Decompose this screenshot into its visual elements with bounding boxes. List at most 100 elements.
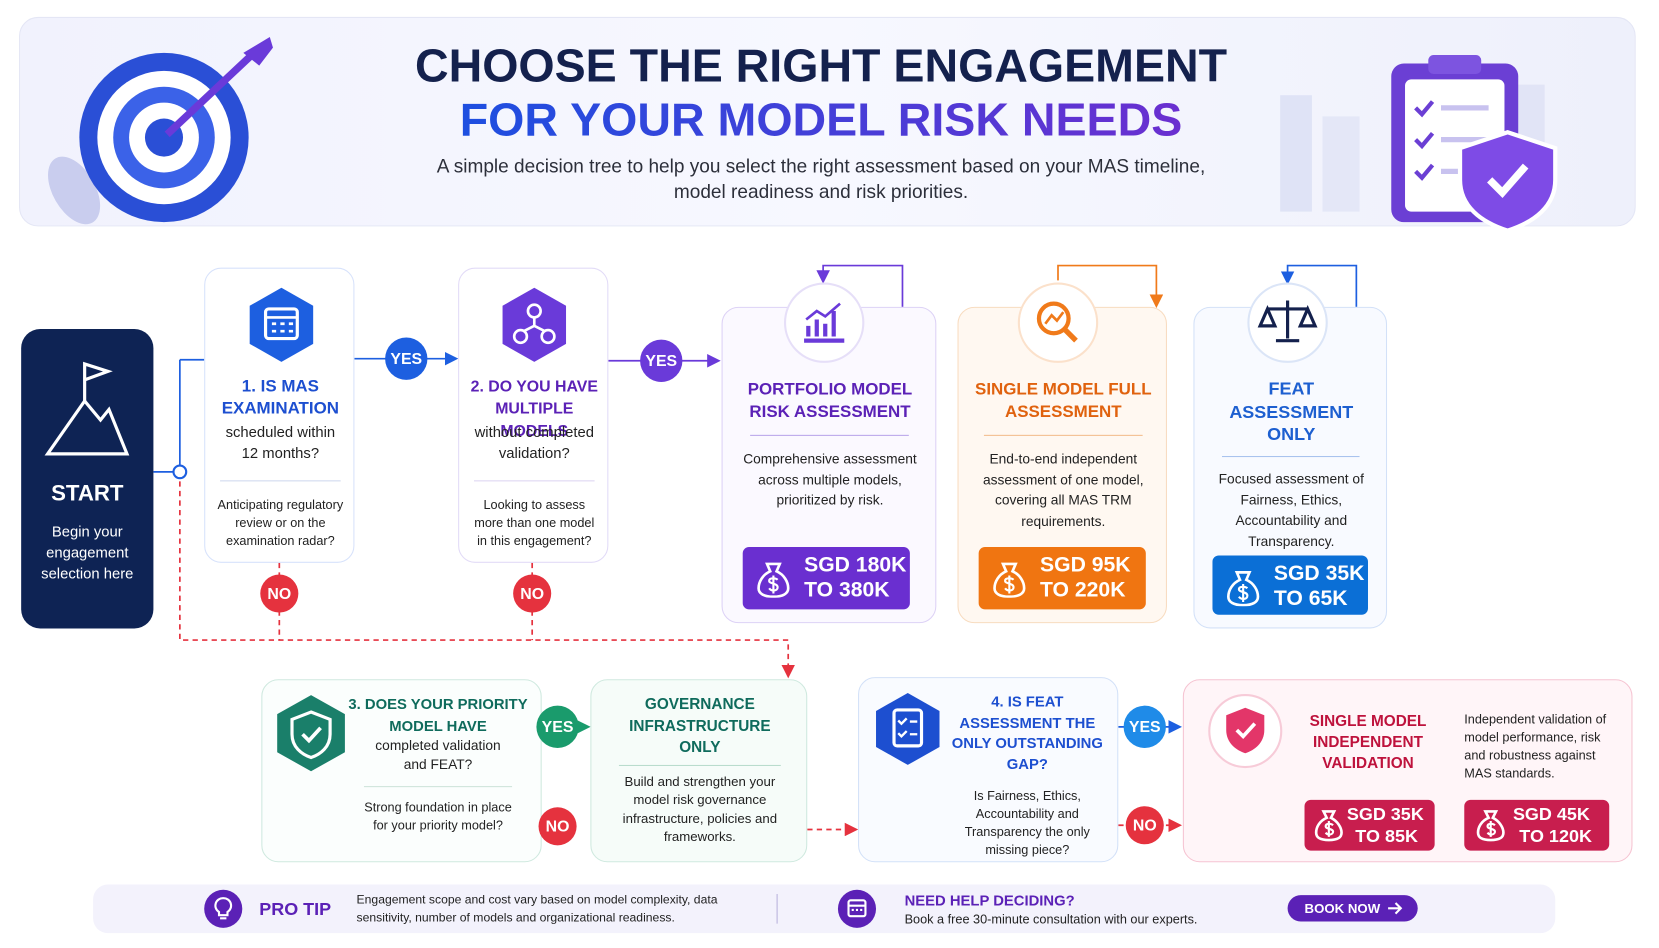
- price-to: TO 85K: [1355, 826, 1418, 847]
- price-badge: SGD 180K TO 380K: [742, 546, 910, 610]
- outcome-description: Build and strengthen your model risk gov…: [622, 774, 778, 845]
- question-detail: completed validation and FEAT?: [375, 737, 501, 773]
- price-to: TO 120K: [1519, 826, 1592, 847]
- outcome-description: Independent validation of model performa…: [1464, 712, 1607, 781]
- outcome-description: Comprehensive assessment across multiple…: [743, 450, 917, 508]
- chart-icon: [783, 282, 865, 363]
- search-icon: [1017, 282, 1099, 363]
- check: [1235, 722, 1257, 740]
- bag: [1314, 810, 1343, 842]
- no-line: [278, 562, 534, 641]
- price-badge: SGD 35K TO 85K: [1304, 799, 1435, 851]
- question-card: 2. DO YOU HAVE MULTIPLE MODELS without c…: [458, 267, 609, 563]
- yes-badge: YES: [640, 339, 683, 382]
- checks: [1414, 100, 1435, 181]
- dollar: [1237, 584, 1249, 603]
- price-from: SGD 180K: [804, 553, 907, 577]
- outcome-title: GOVERNANCE INFRASTRUCTURE ONLY: [629, 696, 771, 757]
- title-gradient: FOR YOUR MODEL RISK NEEDS: [459, 94, 1183, 147]
- start-label: START: [51, 481, 124, 506]
- arrow-shaft: [164, 50, 257, 138]
- arrow-icon: [1388, 902, 1403, 915]
- question-card: 4. IS FEAT ASSESSMENT THE ONLY OUTSTANDI…: [858, 677, 1119, 863]
- question-card: 3. DOES YOUR PRIORITY MODEL HAVE complet…: [261, 679, 542, 863]
- icon-circle: [783, 282, 865, 363]
- price-from: SGD 95K: [1040, 553, 1131, 577]
- calendar-icon: [837, 889, 877, 928]
- divider: [750, 434, 909, 436]
- divider: [983, 434, 1143, 436]
- question-note: Anticipating regulatory review or on the…: [217, 497, 344, 549]
- help-text: Book a free 30-minute consultation with …: [904, 911, 1198, 927]
- question-title: 1. IS MAS EXAMINATION: [221, 377, 339, 418]
- check: [301, 726, 322, 744]
- price-badge: SGD 35K TO 65K: [1212, 555, 1368, 615]
- calendar-days: [848, 904, 866, 911]
- bag: [757, 562, 790, 598]
- yes-badge: YES: [385, 337, 428, 380]
- target-icon: [48, 37, 273, 225]
- loop-line: [1280, 264, 1358, 307]
- question-note: Strong foundation in place for your prio…: [364, 799, 512, 833]
- flag: [83, 361, 113, 401]
- dollar: [768, 575, 779, 594]
- price-badge: SGD 95K TO 220K: [978, 546, 1146, 610]
- icon-circle: [837, 889, 877, 928]
- question-title: 2. DO YOU HAVE MULTIPLE MODELS: [470, 377, 598, 441]
- bag: [993, 562, 1026, 598]
- help-title: NEED HELP DECIDING?: [904, 891, 1075, 909]
- yes-badge: YES: [1123, 705, 1166, 749]
- money-bag-icon: [1227, 571, 1260, 607]
- tip-label: PRO TIP: [259, 899, 332, 920]
- shield-icon: [277, 695, 345, 772]
- calendar: [263, 307, 299, 341]
- junction: [172, 464, 188, 480]
- trend: [805, 302, 841, 321]
- checklist-icon: [876, 692, 940, 765]
- outcome-description: Focused assessment of Fairness, Ethics, …: [1218, 470, 1364, 549]
- calendar: [847, 899, 867, 918]
- money-bag-icon: [993, 562, 1026, 598]
- hexagon: [876, 692, 940, 765]
- outcome-description: End-to-end independent assessment of one…: [983, 450, 1144, 529]
- start-line: [153, 358, 205, 473]
- no-line: [179, 471, 795, 679]
- subtitle: A simple decision tree to help you selec…: [436, 155, 1206, 177]
- shield-icon: [1208, 694, 1283, 769]
- question-title: 3. DOES YOUR PRIORITY MODEL HAVE: [348, 695, 528, 735]
- dollar: [1486, 821, 1497, 837]
- divider: [618, 764, 781, 766]
- node: [540, 328, 556, 345]
- subtitle: model readiness and risk priorities.: [673, 180, 969, 203]
- question-note: Is Fairness, Ethics, Accountability and …: [964, 788, 1090, 857]
- icon-circle: [204, 889, 243, 928]
- clipboard-icon: [1280, 55, 1558, 233]
- no-badge: NO: [513, 574, 552, 613]
- separator: [776, 894, 778, 924]
- divider: [473, 480, 595, 482]
- checks: [897, 717, 918, 739]
- loop-line: [1057, 264, 1164, 309]
- trend: [1044, 311, 1065, 325]
- title: CHOOSE THE RIGHT ENGAGEMENT: [414, 40, 1228, 93]
- scales-icon: [1247, 282, 1328, 363]
- outcome-title: PORTFOLIO MODEL RISK ASSESSMENT: [747, 380, 913, 422]
- header-banner: [19, 16, 1636, 227]
- clip: [1428, 55, 1482, 75]
- leaf: [48, 156, 101, 225]
- yes-badge: YES: [536, 705, 579, 749]
- calendar-days: [265, 316, 298, 333]
- tip-text: Engagement scope and cost vary based on …: [356, 894, 718, 925]
- handle: [1062, 327, 1078, 343]
- money-bag-icon: [1314, 810, 1343, 842]
- price-from: SGD 35K: [1273, 561, 1365, 586]
- question-detail: without completed validation?: [474, 423, 594, 462]
- scales: [1257, 300, 1318, 343]
- edges: [523, 317, 546, 333]
- outcome-title: FEAT ASSESSMENT ONLY: [1229, 378, 1354, 445]
- price-to: TO 65K: [1273, 587, 1348, 611]
- book-button[interactable]: BOOK NOW: [1287, 895, 1418, 922]
